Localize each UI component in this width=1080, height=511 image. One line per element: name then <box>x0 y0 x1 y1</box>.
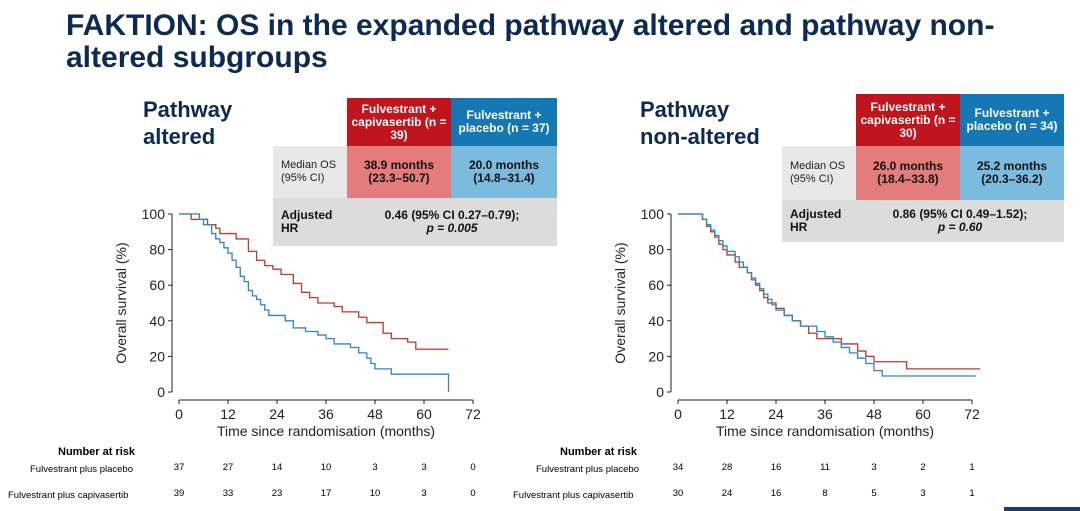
risk-value: 0 <box>470 488 476 499</box>
km-plot: 0 20 40 60 80 100 0 12 24 36 48 60 72 Time since rand… <box>612 206 981 439</box>
footer-bar <box>1004 507 1080 511</box>
median-label: Median OS (95% CI) <box>782 146 856 200</box>
y-tick-label: 20 <box>648 348 664 364</box>
risk-value: 10 <box>320 462 332 473</box>
risk-value: 37 <box>173 462 185 473</box>
panel-pathway-non-altered: Pathway non-altered Fulvestrant + capiva… <box>513 92 1080 511</box>
y-tick-label: 40 <box>648 313 664 329</box>
placebo-median: 20.0 months (14.8–31.4) <box>451 146 557 198</box>
risk-value: 1 <box>969 488 975 499</box>
risk-value: 3 <box>920 488 926 499</box>
risk-value: 1 <box>969 462 975 473</box>
x-tick-label: 60 <box>915 406 931 422</box>
risk-value: 17 <box>320 488 332 499</box>
placebo-median: 25.2 months (20.3–36.2) <box>960 146 1064 200</box>
capi-median: 38.9 months (23.3–50.7) <box>347 146 451 198</box>
risk-value: 23 <box>271 488 283 499</box>
risk-value: 11 <box>820 462 830 473</box>
risk-row-label: Fulvestrant plus placebo <box>536 464 639 475</box>
x-axis-label: Time since randomisation (months) <box>217 423 435 439</box>
risk-value: 24 <box>721 488 733 499</box>
capi-header: Fulvestrant + capivasertib (n = 30) <box>856 94 960 146</box>
risk-row-label: Fulvestrant plus capivasertib <box>513 490 634 501</box>
risk-value: 3 <box>871 462 877 473</box>
risk-value: 27 <box>222 462 234 473</box>
risk-value: 5 <box>871 488 877 499</box>
placebo-curve <box>179 213 450 392</box>
capivasertib-curve <box>179 213 449 350</box>
x-tick-label: 60 <box>416 406 432 422</box>
risk-value: 10 <box>369 488 381 499</box>
risk-header: Number at risk <box>58 446 136 458</box>
hr-value: 0.86 (95% CI 0.49–1.52); p = 0.60 <box>856 200 1064 242</box>
y-tick-label: 100 <box>142 206 166 222</box>
risk-value: 14 <box>271 462 283 473</box>
risk-value: 28 <box>721 462 733 473</box>
p-value: p = 0.60 <box>937 220 983 234</box>
km-plot: 0 20 40 60 80 100 0 12 24 36 48 60 72 Time since rand… <box>113 206 481 439</box>
risk-value: 3 <box>421 488 427 499</box>
x-tick-label: 24 <box>768 406 784 422</box>
risk-value: 34 <box>672 462 684 473</box>
risk-value: 0 <box>470 462 476 473</box>
y-tick-label: 80 <box>149 242 165 258</box>
risk-value: 33 <box>222 488 234 499</box>
x-tick-label: 24 <box>269 406 285 422</box>
risk-row-label: Fulvestrant plus capivasertib <box>8 490 129 501</box>
risk-value: 3 <box>421 462 427 473</box>
x-tick-label: 36 <box>817 406 833 422</box>
median-label: Median OS (95% CI) <box>273 146 347 198</box>
x-tick-label: 48 <box>367 406 383 422</box>
hr-label: Adjusted HR <box>273 198 347 246</box>
x-tick-label: 36 <box>318 406 334 422</box>
hr-label: Adjusted HR <box>782 200 856 242</box>
x-tick-label: 12 <box>719 406 735 422</box>
risk-value: 30 <box>672 488 684 499</box>
x-tick-label: 12 <box>220 406 236 422</box>
risk-value: 16 <box>770 488 782 499</box>
y-tick-label: 0 <box>157 384 165 400</box>
y-tick-label: 80 <box>648 242 664 258</box>
x-tick-label: 0 <box>175 406 183 422</box>
panel-title: Pathway altered <box>143 97 233 149</box>
risk-header: Number at risk <box>560 446 638 458</box>
panel-title: Pathway non-altered <box>640 97 760 149</box>
x-tick-label: 72 <box>964 406 980 422</box>
page-title: FAKTION: OS in the expanded pathway alte… <box>66 9 995 74</box>
risk-value: 3 <box>372 462 378 473</box>
risk-row-label: Fulvestrant plus placebo <box>30 464 133 475</box>
y-tick-label: 0 <box>656 384 664 400</box>
placebo-header: Fulvestrant + placebo (n = 34) <box>960 94 1064 146</box>
risk-value: 8 <box>822 488 828 499</box>
capi-header: Fulvestrant + capivasertib (n = 39) <box>347 98 451 146</box>
capi-median: 26.0 months (18.4–33.8) <box>856 146 960 200</box>
p-value: p = 0.005 <box>426 221 478 235</box>
placebo-header: Fulvestrant + placebo (n = 37) <box>451 98 557 146</box>
panel-pathway-altered: Pathway altered Fulvestrant + capivasert… <box>0 92 557 511</box>
y-tick-label: 40 <box>149 313 165 329</box>
y-tick-label: 20 <box>149 348 165 364</box>
x-tick-label: 48 <box>866 406 882 422</box>
risk-value: 39 <box>173 488 185 499</box>
x-tick-label: 72 <box>465 406 481 422</box>
x-axis-label: Time since randomisation (months) <box>716 423 934 439</box>
x-tick-label: 0 <box>674 406 682 422</box>
placebo-curve <box>678 213 977 377</box>
hr-value: 0.46 (95% CI 0.27–0.79); p = 0.005 <box>347 198 557 246</box>
y-tick-label: 60 <box>648 277 664 293</box>
capivasertib-curve <box>678 213 981 370</box>
y-tick-label: 60 <box>149 277 165 293</box>
risk-value: 2 <box>920 462 926 473</box>
y-axis-label: Overall survival (%) <box>113 242 129 363</box>
risk-value: 16 <box>770 462 782 473</box>
y-axis-label: Overall survival (%) <box>612 242 628 363</box>
y-tick-label: 100 <box>641 206 665 222</box>
